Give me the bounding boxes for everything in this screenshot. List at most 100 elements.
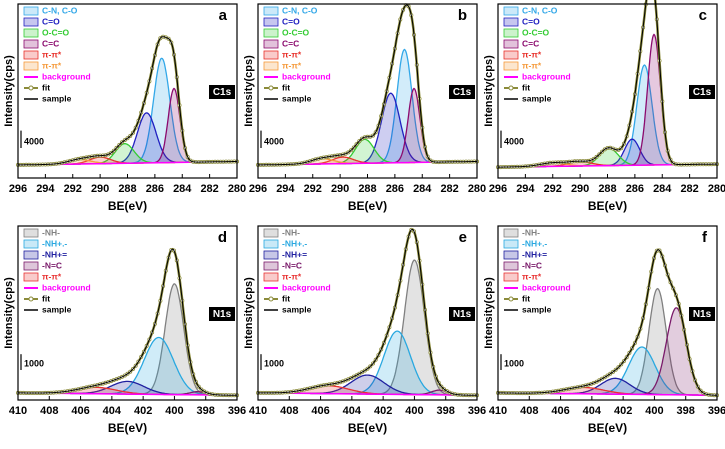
legend-swatch	[503, 39, 519, 49]
legend-swatch	[268, 85, 274, 91]
tag-label: N1s	[693, 309, 712, 320]
legend-swatch	[28, 85, 34, 91]
legend-swatch	[508, 296, 514, 302]
peak-area	[18, 381, 237, 396]
x-tick-label: 408	[520, 405, 538, 417]
legend-label: fit	[42, 82, 50, 92]
panel-label: b	[458, 7, 467, 24]
legend-swatch	[503, 6, 519, 16]
legend-swatch	[23, 61, 39, 71]
sample-line	[258, 4, 477, 166]
peak-area	[498, 307, 717, 396]
tag-label: C1s	[693, 87, 712, 98]
legend-swatch	[503, 28, 519, 38]
legend-label: -NH+=	[522, 249, 547, 259]
panel-label: c	[699, 7, 707, 24]
legend-swatch	[23, 239, 39, 249]
x-axis-label: BE(eV)	[108, 421, 147, 435]
x-tick-label: 282	[680, 183, 698, 195]
tag-box	[209, 85, 235, 99]
tag-label: N1s	[213, 309, 232, 320]
x-tick-label: 410	[249, 405, 267, 417]
legend-label: fit	[42, 293, 50, 303]
peak-area	[258, 88, 477, 165]
peak-area	[258, 375, 477, 396]
legend-label: O-C=O	[282, 27, 310, 37]
legend-label: background	[282, 282, 331, 292]
peak-area	[18, 283, 237, 396]
x-axis-label: BE(eV)	[348, 199, 387, 213]
sample-line	[498, 0, 717, 168]
panel: 410 408 406 404 402 400 398 396 BE(eV) Intensity(…	[3, 225, 246, 435]
panel: 296 294 292 290 288 286 284 282 280 BE(eV) Intensi…	[243, 3, 486, 213]
x-tick-label: 288	[358, 183, 376, 195]
plot-frame	[17, 225, 238, 401]
peak-area	[498, 378, 717, 396]
scale-bar-label: 4000	[504, 136, 524, 146]
x-tick-label: 400	[165, 405, 183, 417]
x-tick-label: 280	[708, 183, 725, 195]
legend-swatch	[263, 272, 279, 282]
legend-swatch	[263, 239, 279, 249]
legend-swatch	[503, 239, 519, 249]
peak-area	[498, 148, 717, 168]
peak-line	[18, 283, 238, 396]
x-tick-label: 292	[544, 183, 562, 195]
legend-swatch	[263, 28, 279, 38]
x-tick-label: 286	[146, 183, 164, 195]
legend-swatch	[23, 272, 39, 282]
legend-swatch	[263, 50, 279, 60]
plot-frame	[257, 225, 478, 401]
sample-line	[18, 248, 238, 396]
legend-label: π-π*	[42, 60, 62, 70]
x-axis-label: BE(eV)	[348, 421, 387, 435]
x-tick-label: 296	[9, 183, 27, 195]
x-axis-label: BE(eV)	[588, 199, 627, 213]
legend-swatch	[28, 296, 34, 302]
x-tick-label: 280	[228, 183, 246, 195]
legend-swatch	[503, 228, 519, 238]
x-tick-label: 408	[40, 405, 58, 417]
legend-swatch	[23, 28, 39, 38]
y-axis-label: Intensity(cps)	[483, 55, 495, 127]
x-tick-label: 284	[413, 183, 432, 195]
legend-label: π-π*	[42, 49, 62, 59]
legend-swatch	[23, 261, 39, 271]
legend-label: C-N, C-O	[282, 5, 318, 15]
tag-box	[209, 307, 235, 321]
x-tick-label: 280	[468, 183, 486, 195]
panel-label: e	[459, 229, 467, 246]
x-tick-label: 286	[386, 183, 404, 195]
x-tick-label: 398	[437, 405, 455, 417]
legend-swatch	[23, 6, 39, 16]
panel-label: d	[218, 229, 227, 246]
legend-label: background	[282, 71, 331, 81]
x-tick-label: 292	[304, 183, 322, 195]
panel: 410 408 406 404 402 400 398 396 BE(eV) Intensity(…	[243, 225, 486, 435]
legend-swatch	[23, 228, 39, 238]
peak-area	[258, 260, 477, 396]
legend-label: -N=C	[282, 260, 302, 270]
x-tick-label: 284	[653, 183, 672, 195]
legend-label: π-π*	[42, 271, 62, 281]
x-tick-label: 294	[276, 183, 295, 195]
tag-box	[449, 85, 475, 99]
x-tick-label: 402	[614, 405, 632, 417]
legend-label: fit	[522, 82, 530, 92]
tag-box	[689, 85, 715, 99]
x-tick-label: 410	[9, 405, 27, 417]
tag-box	[449, 307, 475, 321]
legend-swatch	[263, 261, 279, 271]
x-tick-label: 406	[71, 405, 89, 417]
legend-label: C=O	[522, 16, 540, 26]
x-tick-label: 290	[331, 183, 349, 195]
peak-area	[498, 288, 717, 396]
legend-swatch	[263, 6, 279, 16]
x-tick-label: 406	[551, 405, 569, 417]
legend-label: π-π*	[282, 271, 302, 281]
legend-swatch	[263, 39, 279, 49]
x-tick-label: 398	[197, 405, 215, 417]
x-tick-label: 288	[118, 183, 136, 195]
x-tick-label: 294	[516, 183, 535, 195]
legend-label: -N=C	[42, 260, 62, 270]
